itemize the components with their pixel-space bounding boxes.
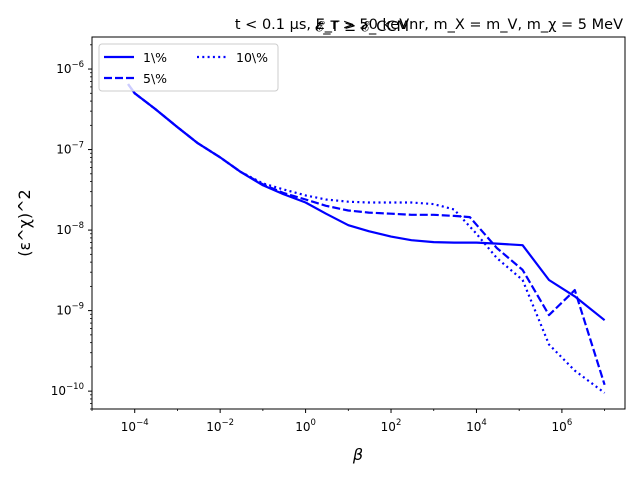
y-tick-label-3: 10−7 — [56, 141, 84, 157]
series-line-2 — [127, 83, 606, 394]
x-tick-label-4: 104 — [466, 418, 487, 434]
legend: 1\% 5\% 10\% — [98, 43, 279, 92]
series-layer — [127, 83, 606, 394]
x-tick-label-5: 106 — [552, 418, 573, 434]
y-tick-label-4: 10−6 — [56, 60, 84, 76]
legend-label-1pct: 1\% — [143, 50, 167, 65]
y-axis-label: (ε^χ)^2 — [15, 189, 34, 256]
x-tick-label-2: 100 — [295, 418, 316, 434]
x-tick-label-3: 102 — [381, 418, 402, 434]
x-axis: 10−4 10−2 100 102 104 106 — [91, 409, 606, 434]
y-tick-label-1: 10−9 — [56, 302, 84, 318]
legend-label-10pct: 10\% — [236, 50, 268, 65]
chart-title-overlap: 𝓔_T ≥ 𝓔_CCM — [315, 19, 409, 35]
y-tick-label-2: 10−8 — [56, 221, 84, 237]
y-axis: 10−10 10−9 10−8 10−7 10−6 — [51, 44, 92, 410]
legend-label-5pct: 5\% — [143, 71, 167, 86]
chart-title: t < 0.1 μs, E_r > 50 keVnr, m_X = m_V, m… — [235, 17, 623, 33]
x-tick-label-0: 10−4 — [121, 418, 149, 434]
legend-box — [98, 43, 279, 92]
series-line-1 — [127, 83, 606, 386]
plot-area — [91, 36, 626, 410]
x-tick-label-1: 10−2 — [206, 418, 234, 434]
x-axis-label: β — [352, 445, 363, 464]
y-tick-label-0: 10−10 — [51, 382, 84, 398]
